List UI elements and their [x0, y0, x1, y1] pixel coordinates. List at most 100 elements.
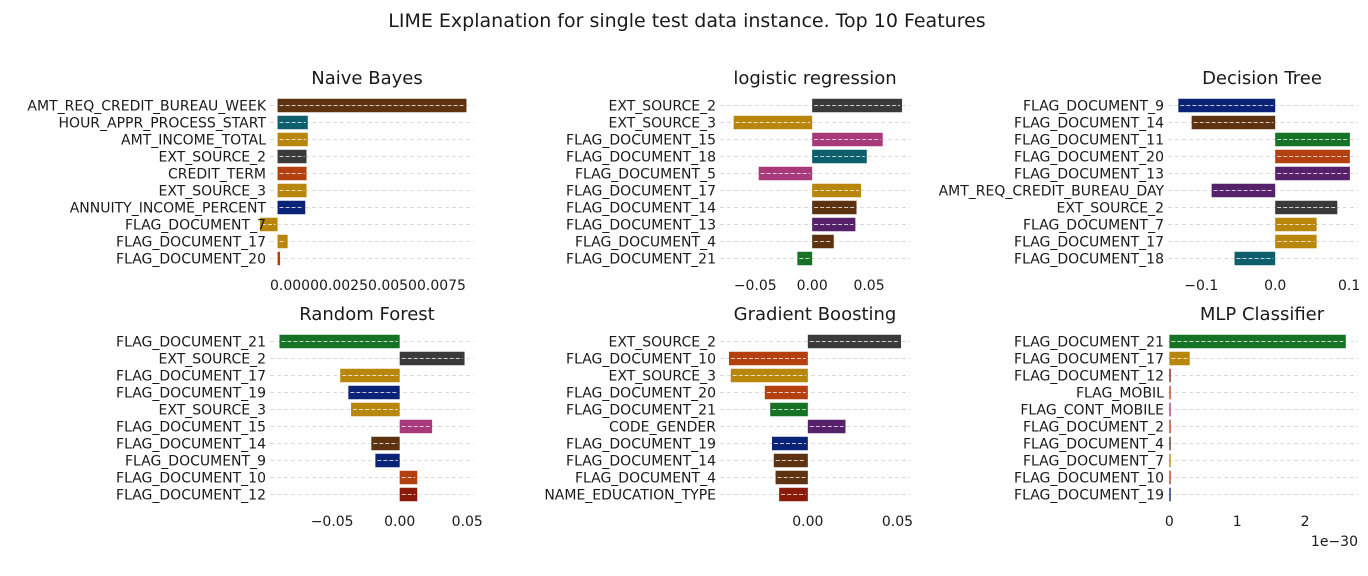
- feature-label: FLAG_DOCUMENT_19: [116, 386, 266, 402]
- x-tick-label: 0.00: [797, 278, 828, 294]
- feature-label: FLAG_DOCUMENT_10: [1014, 471, 1164, 487]
- panel-title: Gradient Boosting: [734, 304, 897, 325]
- bar-flag-document-19: [1169, 487, 1171, 502]
- feature-label: EXT_SOURCE_2: [159, 150, 266, 166]
- feature-label: FLAG_DOCUMENT_7: [125, 218, 266, 234]
- bar-flag-mobil: [1169, 385, 1171, 400]
- panel-naive-bayes: Naive Bayes AMT_REQ_CREDIT_BUREAU_WEEKHOU…: [27, 68, 474, 294]
- feature-label: FLAG_DOCUMENT_17: [116, 235, 266, 251]
- panel-decision-tree: Decision TreeFLAG_DOCUMENT_9FLAG_DOCUMEN…: [939, 68, 1361, 294]
- feature-label: FLAG_DOCUMENT_14: [566, 454, 716, 470]
- bar-flag-document-7: [1169, 453, 1171, 468]
- bar-flag-document-4: [1169, 436, 1171, 451]
- x-tick-label: 0.05: [882, 514, 913, 530]
- bar-flag-document-21: [279, 334, 400, 349]
- feature-label: FLAG_DOCUMENT_21: [1014, 335, 1164, 351]
- x-tick-label: 0.00: [384, 514, 415, 530]
- bar-annuity-income-percent: [277, 200, 306, 215]
- bar-flag-document-19: [348, 385, 400, 400]
- bar-flag-cont-mobile: [1169, 402, 1171, 417]
- feature-label: ANNUITY_INCOME_PERCENT: [70, 201, 267, 217]
- x-tick-label: 2: [1301, 514, 1310, 530]
- feature-label: FLAG_DOCUMENT_19: [566, 437, 716, 453]
- x-tick-label: −0.05: [311, 514, 354, 530]
- x-tick-label: 0.1: [1338, 278, 1360, 294]
- feature-label: FLAG_DOCUMENT_15: [566, 133, 716, 149]
- feature-label: EXT_SOURCE_3: [159, 184, 266, 200]
- x-tick-label: 1: [1233, 514, 1242, 530]
- feature-label: FLAG_DOCUMENT_20: [116, 252, 266, 268]
- feature-label: FLAG_DOCUMENT_7: [1023, 454, 1164, 470]
- x-tick-label: 0.00: [792, 514, 823, 530]
- bar-flag-document-2: [1169, 419, 1171, 434]
- panel-title: Decision Tree: [1202, 68, 1322, 89]
- feature-label: FLAG_DOCUMENT_10: [116, 471, 266, 487]
- feature-label: FLAG_DOCUMENT_9: [1023, 99, 1164, 115]
- bar-flag-document-9: [1178, 98, 1276, 113]
- bar-amt-req-credit-bureau-day: [1211, 183, 1276, 198]
- feature-label: EXT_SOURCE_2: [609, 99, 716, 115]
- feature-label: FLAG_DOCUMENT_13: [566, 218, 716, 234]
- feature-label: FLAG_DOCUMENT_11: [1014, 133, 1164, 149]
- feature-label: FLAG_DOCUMENT_4: [1023, 437, 1164, 453]
- feature-label: FLAG_DOCUMENT_4: [575, 471, 716, 487]
- feature-label: CREDIT_TERM: [168, 167, 266, 183]
- feature-label: FLAG_DOCUMENT_21: [566, 252, 716, 268]
- bar-code-gender: [807, 419, 846, 434]
- feature-label: FLAG_DOCUMENT_21: [116, 335, 266, 351]
- feature-label: FLAG_DOCUMENT_20: [566, 386, 716, 402]
- feature-label: FLAG_DOCUMENT_15: [116, 420, 266, 436]
- feature-label: FLAG_DOCUMENT_7: [1023, 218, 1164, 234]
- panel-random-forest: Random Forest FLAG_DOCUMENT_21 EXT_SOURCE_…: [116, 304, 483, 530]
- feature-label: AMT_REQ_CREDIT_BUREAU_WEEK: [27, 99, 266, 115]
- x-tick-label: −0.05: [734, 278, 777, 294]
- bar-flag-document-9: [375, 453, 400, 468]
- feature-label: FLAG_DOCUMENT_2: [1023, 420, 1164, 436]
- feature-label: FLAG_DOCUMENT_21: [566, 403, 716, 419]
- feature-label: AMT_INCOME_TOTAL: [121, 133, 266, 149]
- x-tick-label: 0: [1165, 514, 1174, 530]
- feature-label: FLAG_DOCUMENT_17: [116, 369, 266, 385]
- feature-label: EXT_SOURCE_2: [1057, 201, 1164, 217]
- bar-ext-source-3: [351, 402, 400, 417]
- feature-label: AMT_REQ_CREDIT_BUREAU_DAY: [939, 184, 1165, 200]
- axis-multiplier: 1e−30: [1311, 534, 1358, 550]
- feature-label: FLAG_DOCUMENT_12: [1014, 369, 1164, 385]
- feature-label: FLAG_DOCUMENT_20: [1014, 150, 1164, 166]
- x-tick-label: 0.05: [452, 514, 483, 530]
- feature-label: FLAG_DOCUMENT_17: [1014, 352, 1164, 368]
- feature-label: FLAG_DOCUMENT_14: [1014, 116, 1164, 132]
- feature-label: EXT_SOURCE_3: [609, 116, 716, 132]
- feature-label: FLAG_CONT_MOBILE: [1020, 403, 1164, 419]
- panel-title: logistic regression: [733, 68, 896, 89]
- panel-mlp-classifier: MLP ClassifierFLAG_DOCUMENT_21FLAG_DOCUM…: [1014, 304, 1358, 550]
- bar-flag-document-20: [277, 251, 281, 266]
- feature-label: EXT_SOURCE_2: [609, 335, 716, 351]
- feature-label: FLAG_DOCUMENT_10: [566, 352, 716, 368]
- bar-flag-document-20: [1275, 149, 1350, 164]
- feature-label: FLAG_DOCUMENT_5: [575, 167, 716, 183]
- bar-flag-document-11: [1275, 132, 1350, 147]
- feature-label: EXT_SOURCE_3: [159, 403, 266, 419]
- feature-label: EXT_SOURCE_3: [609, 369, 716, 385]
- bar-flag-document-21: [770, 402, 808, 417]
- bar-flag-document-17: [812, 183, 862, 198]
- feature-label: FLAG_DOCUMENT_18: [566, 150, 716, 166]
- feature-label: FLAG_DOCUMENT_13: [1014, 167, 1164, 183]
- x-tick-label: 0.05: [853, 278, 884, 294]
- feature-label: FLAG_DOCUMENT_9: [125, 454, 266, 470]
- bar-flag-document-21: [797, 251, 813, 266]
- feature-label: FLAG_DOCUMENT_18: [1014, 252, 1164, 268]
- feature-label: CODE_GENDER: [609, 420, 716, 436]
- bar-flag-document-13: [1275, 166, 1350, 181]
- bar-flag-document-10: [1169, 470, 1171, 485]
- feature-label: FLAG_DOCUMENT_14: [116, 437, 266, 453]
- panel-logistic-regression: logistic regression EXT_SOURCE_2EXT_SOURC…: [566, 68, 910, 294]
- x-tick-label: −0.1: [1184, 278, 1218, 294]
- x-tick-label: 0.0: [1264, 278, 1286, 294]
- feature-label: FLAG_DOCUMENT_14: [566, 201, 716, 217]
- feature-label: FLAG_DOCUMENT_17: [1014, 235, 1164, 251]
- x-tick-label: 0.00000.00250.00500.0075: [270, 278, 466, 294]
- panel-title: Random Forest: [299, 304, 434, 325]
